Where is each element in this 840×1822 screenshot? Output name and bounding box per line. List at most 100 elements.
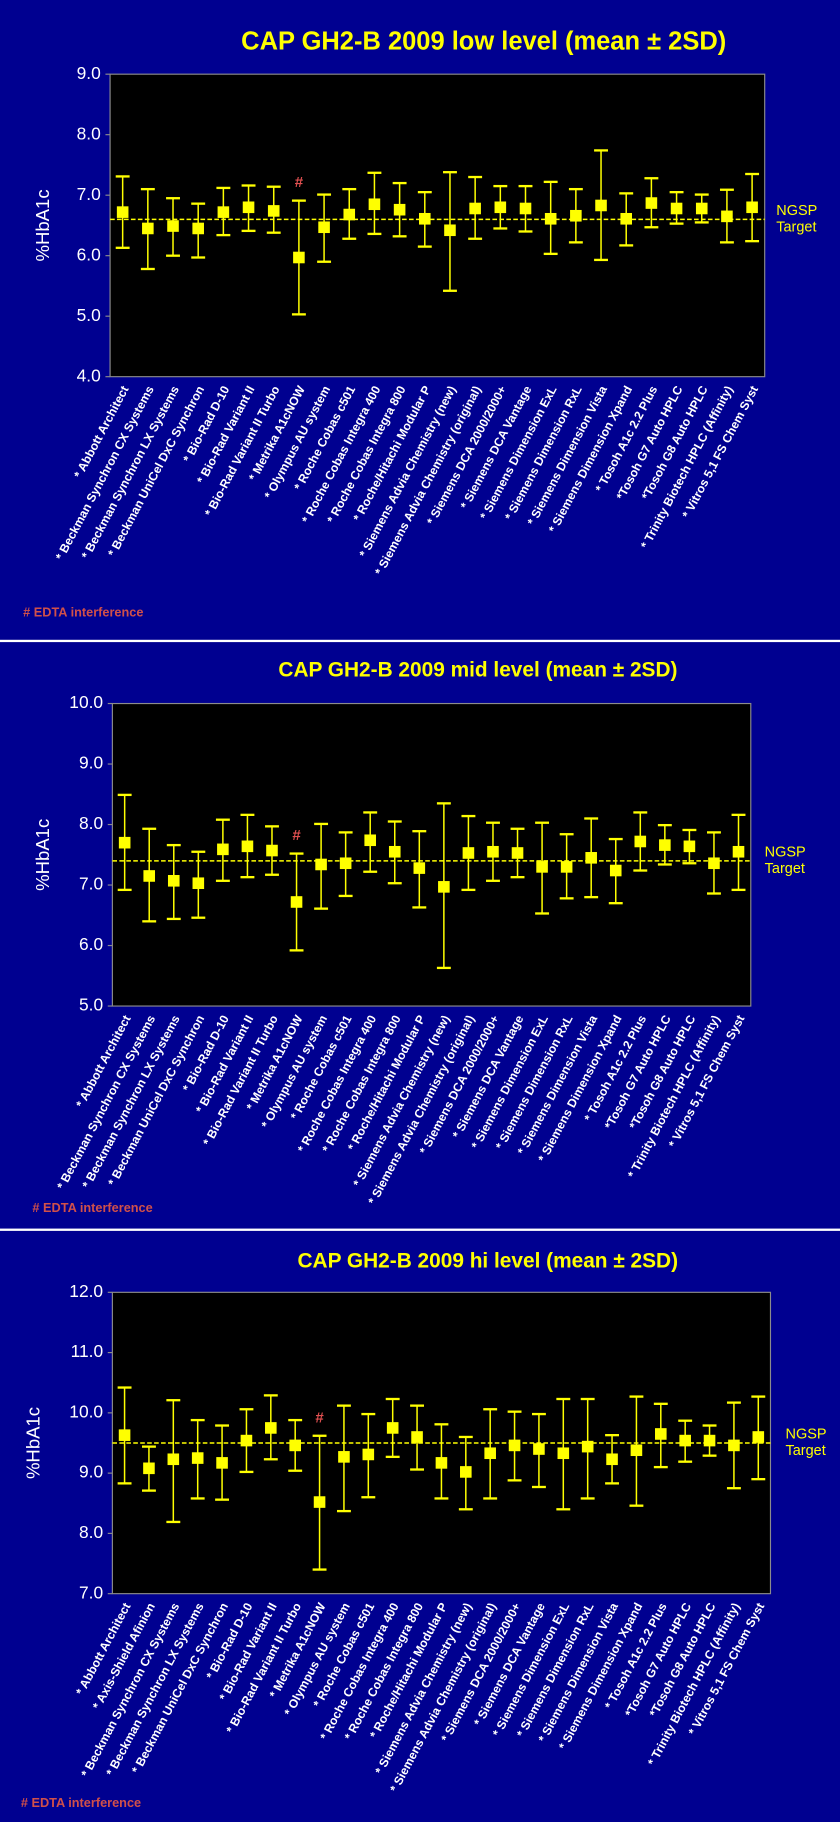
mean-marker [460, 1466, 472, 1478]
mean-marker [364, 834, 376, 847]
mean-marker [487, 845, 499, 858]
chart-title: CAP GH2-B 2009 low level (mean ± 2SD) [241, 28, 726, 56]
mean-marker [609, 864, 622, 877]
mean-marker [315, 858, 327, 871]
target-label: Target [786, 1443, 826, 1459]
mean-marker [289, 1439, 301, 1452]
mean-marker [411, 1431, 423, 1443]
mean-marker [293, 251, 305, 264]
mean-marker [116, 206, 129, 218]
y-tick-label: 11.0 [71, 1341, 104, 1361]
mean-marker [557, 1447, 570, 1460]
panel: CAP GH2-B 2009 hi level (mean ± 2SD) %HbA… [0, 1230, 840, 1822]
plot-area [111, 702, 752, 1007]
mean-marker [708, 857, 720, 870]
mean-marker [728, 1439, 740, 1452]
footnote: # EDTA interference [21, 1795, 141, 1810]
y-axis-label: %HbA1c [32, 819, 53, 891]
mean-marker [118, 836, 131, 849]
mean-marker [620, 212, 633, 225]
mean-marker [242, 201, 255, 214]
mean-marker [570, 209, 582, 222]
mean-marker [167, 1453, 180, 1466]
mean-marker [581, 1440, 594, 1453]
mean-marker [368, 198, 381, 211]
mean-marker [313, 1496, 326, 1508]
mean-marker [240, 1434, 253, 1447]
y-tick-label: 8.0 [77, 123, 101, 143]
mean-marker [670, 202, 683, 215]
y-tick-label: 6.0 [77, 244, 101, 264]
mean-marker [438, 881, 450, 893]
mean-marker [192, 877, 205, 890]
mean-marker [418, 212, 431, 225]
footnote: # EDTA interference [32, 1200, 152, 1215]
mean-marker [695, 202, 708, 215]
mean-marker [266, 844, 278, 857]
mean-marker [435, 1457, 448, 1469]
mean-marker [393, 203, 406, 216]
mean-marker [469, 202, 481, 215]
y-tick-label: 6.0 [79, 934, 103, 954]
mean-marker [721, 210, 733, 223]
panel: CAP GH2-B 2009 low level (mean ± 2SD) %Hb… [0, 0, 840, 640]
y-tick-label: 7.0 [77, 184, 101, 204]
y-tick-label: 7.0 [79, 1582, 103, 1602]
y-tick-label: 9.0 [79, 753, 103, 773]
annotation: # [295, 174, 304, 191]
mean-marker [217, 206, 230, 218]
mean-marker [533, 1443, 545, 1455]
mean-marker [634, 835, 647, 848]
annotation: # [315, 1409, 324, 1426]
mean-marker [595, 199, 607, 212]
mean-marker [630, 1444, 643, 1457]
mean-marker [143, 870, 156, 882]
chart-title: CAP GH2-B 2009 hi level (mean ± 2SD) [298, 1250, 679, 1273]
mean-marker [388, 845, 401, 858]
mean-marker [585, 852, 597, 864]
mean-marker [732, 845, 745, 858]
mean-marker [241, 840, 254, 853]
y-tick-label: 10.0 [69, 1401, 103, 1421]
y-tick-label: 7.0 [79, 874, 103, 894]
mean-marker [413, 862, 426, 874]
mean-marker [362, 1448, 375, 1461]
mean-marker [339, 857, 352, 870]
mean-marker [462, 847, 475, 859]
y-tick-label: 8.0 [79, 1522, 103, 1542]
mean-marker [519, 202, 532, 215]
mean-marker [508, 1439, 521, 1452]
mean-marker [290, 896, 303, 908]
target-label: Target [776, 219, 816, 235]
y-tick-label: 5.0 [79, 995, 103, 1015]
mean-marker [191, 1452, 204, 1464]
target-label: NGSP [776, 203, 817, 219]
mean-marker [318, 221, 330, 234]
mean-marker [216, 1457, 228, 1469]
mean-marker [217, 843, 229, 856]
mean-marker [746, 201, 758, 214]
mean-marker [386, 1422, 399, 1434]
mean-marker [679, 1434, 691, 1447]
mean-marker [167, 220, 179, 232]
plot-area [109, 73, 766, 378]
mean-marker [265, 1422, 277, 1434]
target-label: NGSP [765, 845, 806, 861]
mean-marker [167, 875, 180, 887]
y-tick-label: 9.0 [77, 63, 101, 83]
chart-title: CAP GH2-B 2009 mid level (mean ± 2SD) [278, 659, 677, 682]
panel: CAP GH2-B 2009 mid level (mean ± 2SD) %Hb… [0, 642, 840, 1229]
mean-marker [606, 1453, 618, 1466]
y-axis-label: %HbA1c [32, 189, 53, 261]
mean-marker [267, 205, 280, 217]
mean-marker [494, 201, 507, 214]
mean-marker [142, 222, 154, 235]
y-tick-label: 5.0 [77, 305, 101, 325]
mean-marker [343, 208, 356, 221]
mean-marker [118, 1429, 131, 1441]
annotation: # [292, 827, 301, 844]
y-tick-label: 10.0 [69, 692, 103, 712]
mean-marker [544, 212, 557, 225]
y-tick-label: 8.0 [79, 813, 103, 833]
